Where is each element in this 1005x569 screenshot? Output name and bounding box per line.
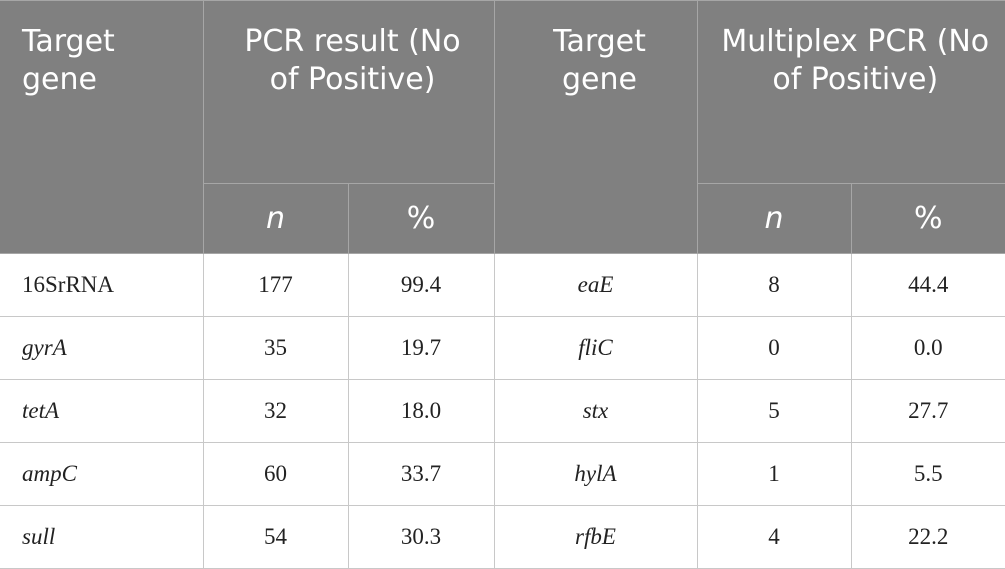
gene-cell: tetA xyxy=(0,379,204,443)
header-cell: Target gene xyxy=(493,0,698,254)
table-row: gyrA 35 19.7 fliC 0 0.0 xyxy=(0,316,1005,380)
gene-cell: fliC xyxy=(493,316,698,380)
value-cell: 18.0 xyxy=(347,379,495,443)
gene-cell: stx xyxy=(493,379,698,443)
value-cell: 33.7 xyxy=(347,442,495,506)
value-cell: 35 xyxy=(202,316,349,380)
subheader-cell: n xyxy=(696,183,852,254)
value-cell: 30.3 xyxy=(347,505,495,569)
gene-cell: sull xyxy=(0,505,204,569)
value-cell: 99.4 xyxy=(347,253,495,317)
header-text: PCR result (No of Positive) xyxy=(244,24,461,97)
value-cell: 44.4 xyxy=(850,253,1005,317)
header-cell: Multiplex PCR (No of Positive) xyxy=(696,0,1005,184)
value-cell: 0 xyxy=(696,316,852,380)
value-cell: 54 xyxy=(202,505,349,569)
value-cell: 8 xyxy=(696,253,852,317)
value-cell: 27.7 xyxy=(850,379,1005,443)
table-row: sull 54 30.3 rfbE 4 22.2 xyxy=(0,505,1005,569)
value-cell: 32 xyxy=(202,379,349,443)
value-cell: 4 xyxy=(696,505,852,569)
table-body: 16SrRNA 177 99.4 eaE 8 44.4 gyrA 35 19.7 fliC 0 0.0… xyxy=(0,253,1005,569)
table-row: tetA 32 18.0 stx 5 27.7 xyxy=(0,379,1005,443)
gene-cell: eaE xyxy=(493,253,698,317)
value-cell: 5.5 xyxy=(850,442,1005,506)
value-cell: 60 xyxy=(202,442,349,506)
table-row: 16SrRNA 177 99.4 eaE 8 44.4 xyxy=(0,253,1005,317)
header-cell: Target gene xyxy=(0,0,204,254)
value-cell: 0.0 xyxy=(850,316,1005,380)
header-cell: PCR result (No of Positive) xyxy=(202,0,495,184)
subheader-cell: % xyxy=(850,183,1005,254)
value-cell: 19.7 xyxy=(347,316,495,380)
value-cell: 5 xyxy=(696,379,852,443)
subheader-cell: % xyxy=(347,183,495,254)
gene-cell: gyrA xyxy=(0,316,204,380)
gene-cell: rfbE xyxy=(493,505,698,569)
gene-cell: hylA xyxy=(493,442,698,506)
value-cell: 1 xyxy=(696,442,852,506)
value-cell: 22.2 xyxy=(850,505,1005,569)
subheader-cell: n xyxy=(203,183,349,254)
value-cell: 177 xyxy=(202,253,349,317)
table-row: ampC 60 33.7 hylA 1 5.5 xyxy=(0,442,1005,506)
header-text: Multiplex PCR (No of Positive) xyxy=(721,24,990,97)
gene-cell: ampC xyxy=(0,442,204,506)
gene-cell: 16SrRNA xyxy=(0,253,204,317)
